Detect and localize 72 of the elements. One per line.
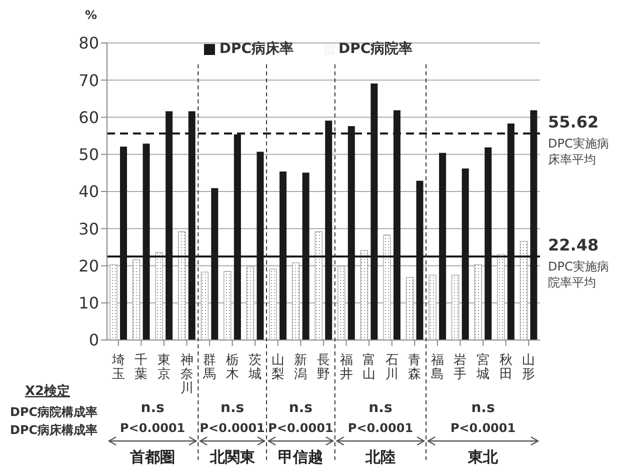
y-tick-label: 20 — [78, 256, 99, 276]
y-tick-label: 0 — [88, 330, 99, 350]
text: DPC病院構成率 — [10, 405, 98, 419]
text: DPC病床構成率 — [10, 423, 98, 437]
text: 北陸 — [364, 448, 396, 466]
bar — [132, 260, 140, 340]
x-tick-label: 茨城 — [248, 353, 262, 382]
bar — [474, 264, 482, 340]
bar — [178, 231, 186, 340]
text: n.s — [140, 400, 164, 416]
bar — [246, 266, 254, 340]
text: n.s — [471, 400, 495, 416]
bar — [497, 254, 505, 340]
x-tick-label: 東京 — [157, 353, 170, 382]
bar — [200, 272, 208, 340]
x-tick-label: 山形 — [522, 353, 536, 382]
x-tick-label: 山梨 — [271, 353, 284, 382]
text: 首都圏 — [129, 448, 176, 466]
x-tick-label: 宮城 — [476, 352, 490, 382]
x-tick-label: 埼玉 — [110, 353, 125, 382]
bar — [383, 234, 391, 340]
x-tick-label: 福島 — [430, 353, 444, 382]
ref-line-label: 55.62 — [548, 112, 599, 132]
bar — [292, 262, 300, 340]
y-tick-label: 30 — [78, 219, 99, 238]
bar — [428, 274, 436, 340]
y-tick-label: 70 — [78, 70, 99, 90]
x-tick-label: 群馬 — [202, 353, 216, 382]
bar — [520, 240, 528, 340]
bar — [452, 274, 460, 340]
text: P<0.0001 — [200, 421, 265, 435]
bar — [314, 231, 322, 340]
bar — [338, 266, 346, 340]
text: P<0.0001 — [348, 421, 414, 435]
x-tick-label: 栃木 — [226, 353, 239, 382]
ref-line-label: 22.48 — [548, 236, 599, 255]
bar — [269, 268, 277, 340]
text: DPC実施病院率平均 — [548, 260, 609, 290]
text: P<0.0001 — [268, 421, 334, 435]
x-tick-label: 秋田 — [499, 353, 512, 382]
bar — [155, 252, 163, 340]
y-tick-label: 60 — [78, 108, 99, 127]
legend-label: DPC病院率 — [338, 41, 413, 57]
bar — [360, 250, 368, 340]
bar — [406, 276, 414, 340]
y-axis-title: % — [85, 8, 98, 22]
y-tick-label: 10 — [78, 294, 99, 313]
text: 甲信越 — [278, 448, 324, 466]
text: P<0.0001 — [450, 421, 516, 435]
text: X2検定 — [25, 383, 70, 399]
x-tick-label: 新潟 — [294, 353, 308, 382]
text: DPC実施病床率平均 — [548, 136, 609, 167]
legend-label: DPC病床率 — [219, 41, 294, 57]
text: n.s — [288, 400, 313, 416]
x-tick-label: 富山 — [362, 352, 376, 382]
text: n.s — [220, 400, 244, 416]
text: 東北 — [467, 448, 500, 466]
bar — [110, 264, 118, 340]
x-tick-label: 青森 — [408, 353, 422, 382]
x-tick-label: 千葉 — [134, 353, 148, 382]
text: 北関東 — [208, 448, 256, 466]
x-tick-label: 長野 — [317, 353, 330, 382]
y-tick-label: 80 — [78, 34, 99, 53]
x-tick-label: 福井 — [340, 353, 353, 382]
y-tick-label: 50 — [78, 145, 99, 164]
text: P<0.0001 — [120, 421, 186, 435]
y-tick-label: 40 — [78, 182, 99, 202]
x-tick-label: 岩手 — [454, 353, 467, 382]
text: n.s — [368, 400, 392, 416]
x-tick-label: 石川 — [385, 353, 398, 382]
bar — [224, 271, 232, 340]
x-tick-label: 神奈川 — [180, 353, 194, 396]
